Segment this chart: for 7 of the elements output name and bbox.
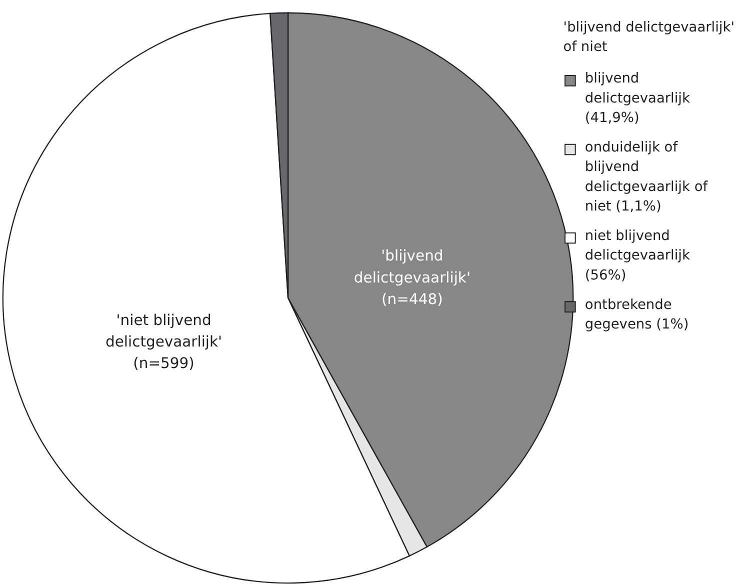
text: 'blijvend delictgevaarlijk' (n=448) — [354, 248, 471, 308]
legend-title: 'blijvend delictgevaarlijk' of niet — [563, 20, 735, 56]
legend-label: ontbrekende gegevens (1%) — [584, 296, 689, 332]
legend-label: niet blijvend delictgevaarlijk (56%) — [584, 228, 690, 284]
legend-label: blijvend delictgevaarlijk (41,9%) — [584, 70, 690, 126]
legend-label: onduidelijk of blijvend delictgevaarlijk of niet (1,1%) — [584, 139, 709, 214]
text: 'niet blijvend delictgevaarlijk' (n=599) — [105, 312, 222, 372]
